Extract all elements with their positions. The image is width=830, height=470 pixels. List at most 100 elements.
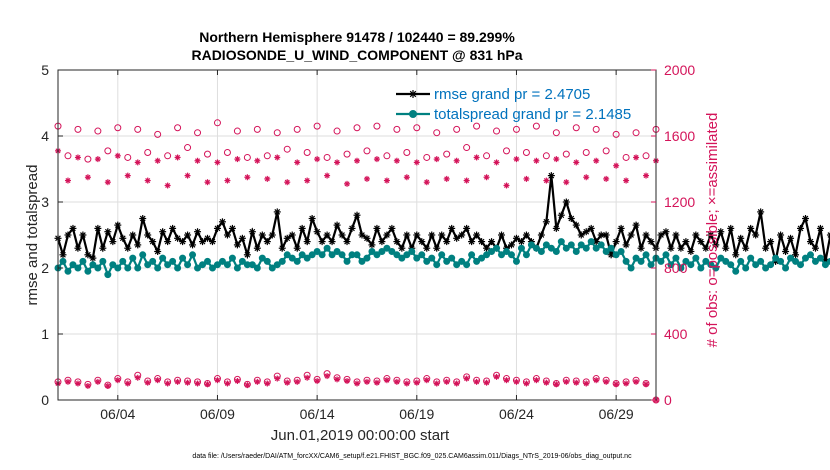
circle-marker (124, 153, 132, 161)
asterisk-marker (623, 177, 630, 184)
circle-marker (622, 153, 630, 161)
dot-marker (512, 257, 520, 265)
asterisk-stroke (404, 380, 410, 387)
circle-marker (373, 122, 381, 130)
asterisk-stroke (105, 383, 111, 389)
asterisk-marker (278, 244, 286, 252)
circle-marker (283, 145, 291, 153)
asterisk-marker (129, 231, 137, 239)
asterisk-stroke (468, 238, 475, 245)
asterisk-stroke (433, 245, 440, 252)
asterisk-stroke (573, 222, 580, 228)
circle-marker (572, 124, 580, 132)
asterisk-marker (806, 238, 814, 246)
dot-marker (164, 261, 172, 269)
asterisk-stroke (548, 172, 555, 179)
series-2 (54, 119, 660, 138)
asterisk-stroke (474, 154, 480, 160)
circle-marker (253, 125, 261, 133)
y-right-tick-label: 1600 (664, 128, 695, 144)
circle-marker (84, 155, 92, 163)
dot-marker (124, 264, 132, 272)
asterisk-stroke (633, 379, 639, 385)
asterisk-stroke (99, 245, 106, 252)
asterisk-stroke (568, 215, 575, 222)
dot-marker (527, 241, 535, 249)
dot-marker (438, 251, 446, 259)
asterisk-stroke (384, 232, 390, 238)
dot-marker (632, 254, 640, 262)
asterisk-stroke (329, 238, 335, 245)
asterisk-stroke (444, 176, 450, 182)
asterisk-stroke (553, 381, 559, 387)
circle-marker (383, 152, 391, 160)
asterisk-marker (323, 231, 331, 239)
asterisk-stroke (409, 90, 417, 98)
circle-marker (612, 130, 620, 138)
asterisk-stroke (389, 225, 395, 232)
dot-marker (233, 264, 241, 272)
asterisk-stroke (428, 232, 435, 238)
asterisk-marker (104, 228, 112, 236)
asterisk-marker (284, 179, 291, 186)
asterisk-marker (603, 378, 610, 385)
asterisk-marker (697, 238, 705, 246)
asterisk-stroke (70, 225, 76, 232)
asterisk-marker (448, 224, 456, 232)
asterisk-stroke (812, 245, 819, 252)
asterisk-marker (94, 156, 101, 163)
asterisk-marker (603, 175, 610, 182)
asterisk-stroke (155, 377, 161, 383)
asterisk-stroke (458, 232, 465, 238)
asterisk-marker (413, 231, 421, 239)
asterisk-stroke (702, 245, 709, 252)
dot-marker (637, 257, 645, 265)
asterisk-stroke (573, 159, 579, 165)
dot-marker (478, 254, 486, 262)
asterisk-stroke (563, 379, 569, 385)
dot-marker (821, 261, 829, 269)
dot-marker (772, 254, 780, 262)
dot-marker (762, 264, 770, 272)
asterisk-marker (283, 234, 291, 242)
asterisk-stroke (424, 179, 430, 185)
asterisk-marker (722, 244, 730, 252)
asterisk-marker (712, 241, 720, 249)
asterisk-stroke (80, 232, 86, 238)
asterisk-marker (74, 154, 81, 161)
asterisk-stroke (94, 225, 101, 232)
dot-marker (816, 254, 824, 262)
series-5 (64, 172, 650, 189)
asterisk-stroke (334, 159, 340, 165)
circle-marker (164, 152, 172, 160)
asterisk-stroke (643, 232, 649, 238)
asterisk-stroke (145, 178, 151, 184)
asterisk-stroke (135, 375, 141, 381)
asterisk-marker (154, 248, 162, 255)
asterisk-marker (732, 251, 740, 259)
asterisk-marker (542, 218, 550, 226)
asterisk-stroke (364, 235, 370, 242)
asterisk-marker (483, 379, 490, 386)
asterisk-stroke (384, 178, 390, 184)
asterisk-stroke (523, 232, 530, 238)
asterisk-marker (657, 231, 665, 239)
dot-marker (278, 257, 286, 265)
dot-marker (154, 264, 162, 272)
asterisk-stroke (309, 215, 316, 222)
dot-marker (263, 257, 271, 265)
circle-marker (213, 119, 221, 127)
asterisk-stroke (394, 158, 400, 164)
series-line (56, 175, 830, 262)
circle-marker (632, 129, 640, 137)
circle-marker (522, 149, 530, 156)
asterisk-stroke (65, 232, 71, 238)
asterisk-stroke (75, 154, 81, 160)
circle-marker (323, 153, 331, 161)
asterisk-stroke (284, 179, 290, 185)
asterisk-stroke (613, 163, 619, 169)
dot-marker (752, 261, 760, 269)
circle-marker (602, 147, 610, 155)
asterisk-stroke (199, 238, 206, 245)
asterisk-stroke (732, 251, 739, 258)
